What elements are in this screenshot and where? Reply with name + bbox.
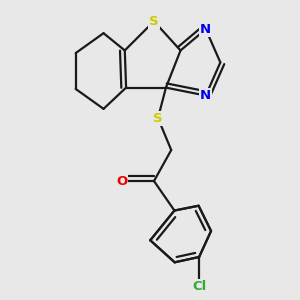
Text: N: N [200,23,211,36]
Text: S: S [153,112,163,124]
Text: S: S [149,15,159,28]
Text: N: N [200,89,211,102]
Text: O: O [116,175,127,188]
Text: Cl: Cl [192,280,206,293]
